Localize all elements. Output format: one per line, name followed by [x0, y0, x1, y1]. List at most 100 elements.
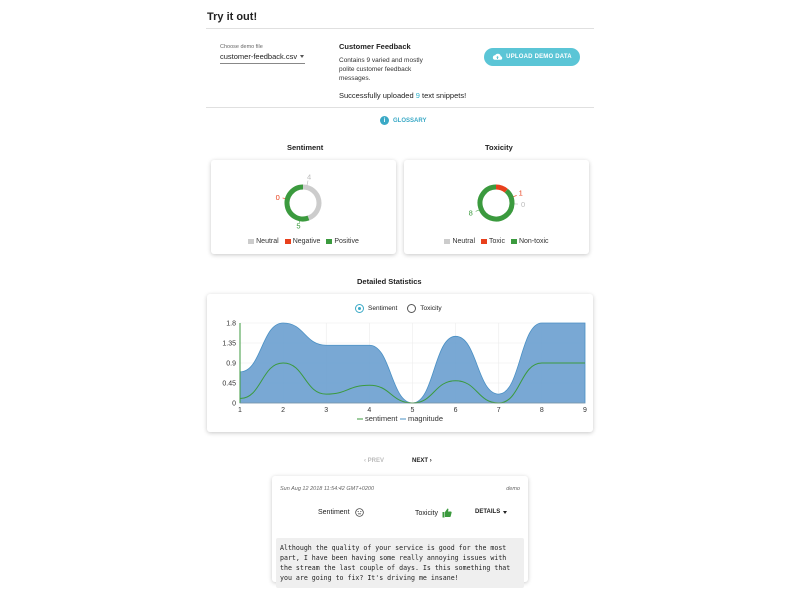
legend-swatch	[326, 238, 333, 244]
y-tick-label: 0	[232, 401, 236, 408]
radio-unselected-icon	[407, 304, 417, 313]
legend-item-neutral[interactable]: Neutral	[444, 238, 475, 245]
sentiment-chart-card: 4 0 5 Neutral Negative Positive	[211, 160, 396, 254]
toxicity-chart-card: 0 1 8 Neutral Toxic Non-toxic	[404, 160, 589, 254]
legend-item-neutral[interactable]: Neutral	[248, 238, 279, 245]
donut-slice-toxic[interactable]	[495, 184, 508, 193]
sentiment-indicator: Sentiment	[318, 508, 364, 517]
toxicity-legend: Neutral Toxic Non-toxic	[404, 238, 589, 245]
x-tick-label: 3	[324, 407, 328, 414]
sentiment-indicator-label: Sentiment	[318, 509, 350, 516]
page-title: Try it out!	[207, 11, 258, 23]
x-tick-label: 9	[583, 407, 587, 414]
demo-title: Customer Feedback	[339, 42, 411, 51]
legend-label: Neutral	[452, 238, 476, 245]
legend-item-non-toxic[interactable]: Non-toxic	[510, 238, 549, 245]
donut-label-leader	[306, 180, 309, 186]
y-tick-label: 1.8	[226, 321, 236, 328]
sentiment-chart-title: Sentiment	[287, 143, 324, 152]
toxicity-donut-chart: 0 1 8	[469, 184, 525, 222]
magnitude-area[interactable]	[239, 322, 586, 404]
donut-value-label: 1	[519, 188, 523, 197]
legend-swatch	[481, 238, 488, 244]
legend-item-positive[interactable]: Positive	[326, 238, 359, 245]
demo-description: Contains 9 varied and mostly polite cust…	[339, 57, 423, 82]
upload-demo-data-button[interactable]: UPLOAD DEMO DATA	[484, 48, 580, 66]
legend-swatch	[284, 238, 291, 244]
donut-slice-non-toxic[interactable]	[477, 184, 515, 222]
details-label: DETAILS	[475, 509, 501, 515]
radio-toxicity[interactable]: Toxicity	[407, 304, 442, 313]
legend-label: Neutral	[256, 238, 279, 245]
x-tick-label: 4	[367, 407, 371, 414]
x-tick-label: 5	[411, 407, 415, 414]
divider	[206, 107, 594, 108]
donut-label-leader	[512, 195, 517, 198]
upload-success-message: Successfully uploaded 9 text snippets!	[339, 91, 466, 100]
radio-selected-icon	[355, 304, 364, 313]
toxicity-chart-title: Toxicity	[485, 143, 513, 152]
chevron-right-icon: ›	[429, 458, 432, 464]
snippet-date: Sun Aug 12 2018 11:54:42 GMT+0200	[280, 486, 375, 492]
donut-label-leader	[475, 209, 480, 212]
legend-item-negative[interactable]: Negative	[284, 238, 321, 245]
toxicity-indicator: Toxicity	[415, 508, 452, 518]
file-select-label: Choose demo file	[220, 44, 263, 50]
donut-slice-positive[interactable]	[284, 184, 310, 222]
snippet-text: Although the quality of your service is …	[276, 538, 524, 588]
caret-down-icon	[503, 510, 508, 514]
snippet-card: Sun Aug 12 2018 11:54:42 GMT+0200 demo S…	[272, 476, 528, 588]
demo-file-value: customer-feedback.csv	[220, 52, 298, 61]
donut-value-label: 0	[276, 193, 280, 202]
success-suffix: text snippets!	[422, 91, 467, 100]
prev-button[interactable]: ‹ PREV	[364, 458, 384, 464]
radio-toxicity-label: Toxicity	[420, 305, 442, 312]
success-count: 9	[415, 91, 420, 100]
snippet-tag: demo	[506, 486, 520, 492]
next-button[interactable]: NEXT ›	[412, 458, 432, 464]
donut-slice-neutral[interactable]	[302, 184, 322, 221]
detailed-statistics-chart: 0 0.45 0.9 1.35 1.8 1 2 3 4 5 6 7 8 9 sentiment magnitu…	[222, 321, 587, 424]
legend-label: Negative	[292, 238, 321, 245]
sentiment-legend: Neutral Negative Positive	[211, 238, 396, 245]
legend-swatch	[510, 238, 517, 244]
donut-value-label: 0	[521, 200, 525, 209]
radio-sentiment[interactable]: Sentiment	[355, 304, 397, 313]
info-icon: i	[380, 116, 389, 125]
neutral-face-icon	[354, 508, 364, 517]
dropdown-caret-icon	[300, 55, 304, 58]
glossary-link[interactable]: i GLOSSARY	[380, 116, 426, 125]
success-prefix: Successfully uploaded	[339, 91, 414, 100]
chevron-left-icon: ‹	[364, 458, 366, 464]
metric-radio-group: Sentiment Toxicity	[355, 304, 442, 313]
x-tick-label: 7	[497, 407, 501, 414]
y-tick-label: 1.35	[222, 341, 236, 348]
demo-file-select[interactable]: customer-feedback.csv	[220, 52, 305, 64]
legend-label-sentiment[interactable]: sentiment	[365, 414, 398, 423]
detailed-statistics-card: Sentiment Toxicity 0 0.45 0.9 1.35 1.8 1 2 3 4 5 6…	[207, 294, 593, 432]
x-tick-label: 2	[281, 407, 285, 414]
cloud-upload-icon	[493, 53, 503, 60]
legend-swatch	[248, 238, 255, 244]
y-tick-label: 0.9	[226, 361, 236, 368]
prev-label: PREV	[367, 458, 385, 464]
detailed-statistics-title: Detailed Statistics	[357, 277, 422, 286]
legend-item-toxic[interactable]: Toxic	[481, 238, 505, 245]
legend-label-magnitude[interactable]: magnitude	[408, 414, 443, 423]
x-tick-label: 6	[454, 407, 458, 414]
next-label: NEXT	[412, 458, 429, 464]
donut-value-label: 8	[469, 208, 473, 217]
legend-label: Non-toxic	[518, 238, 549, 245]
thumbs-up-icon	[442, 508, 452, 518]
details-dropdown[interactable]: DETAILS	[475, 509, 508, 515]
sentiment-donut-chart: 4 0 5	[276, 173, 322, 231]
divider	[206, 28, 594, 29]
legend-swatch	[444, 238, 451, 244]
upload-demo-data-label: UPLOAD DEMO DATA	[506, 54, 572, 60]
legend-label: Toxic	[489, 238, 505, 245]
y-tick-label: 0.45	[222, 381, 236, 388]
donut-value-label: 5	[296, 222, 300, 231]
toxicity-indicator-label: Toxicity	[415, 509, 438, 517]
x-tick-label: 1	[238, 407, 242, 414]
radio-sentiment-label: Sentiment	[368, 305, 398, 312]
